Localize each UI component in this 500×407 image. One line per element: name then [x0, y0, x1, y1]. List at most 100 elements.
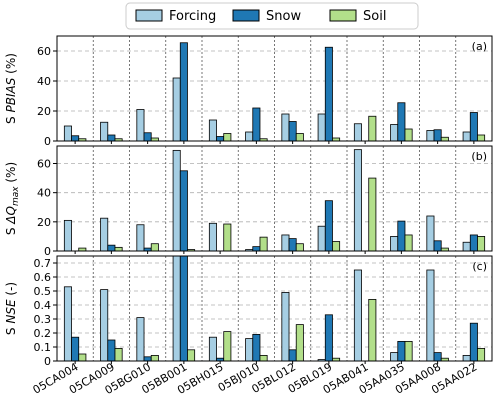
- y-tick-label: 60: [37, 158, 51, 171]
- legend-label-snow: Snow: [266, 9, 301, 24]
- bar-forcing: [245, 131, 254, 142]
- y-tick-label: 20: [37, 216, 51, 229]
- bar-snow: [107, 339, 116, 362]
- bar-snow: [252, 246, 261, 252]
- bar-snow: [71, 135, 80, 142]
- bar-forcing: [208, 336, 217, 362]
- bar-soil: [295, 133, 304, 142]
- bar-soil: [150, 243, 159, 252]
- bar-forcing: [281, 234, 290, 252]
- bar-soil: [295, 324, 304, 362]
- y-tick-label: 0.7: [34, 257, 52, 270]
- y-axis-label: S ΔQmax (%): [4, 162, 21, 235]
- bar-soil: [114, 246, 123, 252]
- y-tick-label: 60: [37, 45, 51, 58]
- bar-soil: [223, 331, 232, 362]
- bar-forcing: [390, 236, 399, 252]
- legend-swatch-forcing: [135, 9, 163, 22]
- bar-forcing: [281, 291, 290, 362]
- bar-soil: [404, 128, 413, 142]
- bar-forcing: [136, 317, 145, 362]
- bar-forcing: [63, 219, 72, 252]
- bar-snow: [216, 136, 225, 142]
- bar-snow: [288, 238, 297, 252]
- bar-snow: [252, 107, 261, 142]
- y-tick-label: 0: [44, 355, 51, 368]
- y-axis-label: S PBIAS (%): [4, 53, 18, 124]
- bar-forcing: [426, 130, 435, 142]
- bar-snow: [469, 112, 478, 142]
- panel-tag: (b): [471, 150, 487, 163]
- bar-forcing: [426, 215, 435, 252]
- y-axis-label: S NSE (-): [4, 282, 18, 335]
- bar-forcing: [390, 352, 399, 362]
- y-tick-label: 0.5: [34, 285, 52, 298]
- bar-forcing: [172, 149, 181, 252]
- bar-soil: [368, 177, 377, 252]
- panel-frame: [56, 255, 493, 362]
- y-tick-label: 0.4: [34, 299, 52, 312]
- y-tick-label: 40: [37, 187, 51, 200]
- bar-snow: [179, 170, 188, 252]
- panel-a: 0 20 40 60 (a) S PBIAS (%): [4, 35, 493, 148]
- bar-snow: [469, 322, 478, 362]
- bar-soil: [368, 115, 377, 142]
- bar-soil: [477, 134, 486, 142]
- bar-forcing: [390, 124, 399, 142]
- bar-forcing: [462, 354, 471, 362]
- bar-soil: [404, 340, 413, 362]
- bar-snow: [324, 46, 333, 142]
- bar-snow: [179, 42, 188, 142]
- bar-soil: [223, 133, 232, 142]
- legend-swatch-snow: [232, 9, 260, 22]
- bar-snow: [397, 340, 406, 362]
- bar-soil: [114, 347, 123, 362]
- bar-forcing: [462, 241, 471, 252]
- bar-snow: [324, 200, 333, 252]
- bar-forcing: [317, 225, 326, 252]
- bar-soil: [259, 236, 268, 252]
- bar-snow: [433, 352, 442, 362]
- y-tick-label: 0: [44, 245, 51, 258]
- panel-tag: (c): [472, 260, 487, 273]
- bar-soil: [78, 353, 87, 362]
- legend: Forcing Snow Soil: [125, 2, 419, 30]
- bar-forcing: [317, 113, 326, 142]
- bar-forcing: [426, 269, 435, 362]
- panel-c: 00.10.20.30.40.50.60.7 (c) S NSE (-): [4, 255, 493, 368]
- bar-forcing: [100, 217, 109, 252]
- legend-label-forcing: Forcing: [169, 9, 216, 24]
- bar-forcing: [281, 113, 290, 142]
- bar-forcing: [136, 109, 145, 142]
- panel-frame: [56, 35, 493, 142]
- bar-soil: [295, 243, 304, 252]
- bar-snow: [433, 240, 442, 252]
- bar-soil: [150, 354, 159, 362]
- y-tick-label: 20: [37, 105, 51, 118]
- bar-forcing: [100, 289, 109, 362]
- bar-soil: [368, 298, 377, 362]
- bar-snow: [397, 220, 406, 252]
- bar-snow: [107, 244, 116, 252]
- panel-b: 0 20 40 60 (b) S ΔQmax (%): [4, 145, 493, 258]
- bar-forcing: [63, 125, 72, 142]
- y-tick-label: 0.2: [34, 327, 52, 340]
- bar-forcing: [208, 222, 217, 252]
- bar-forcing: [172, 77, 181, 142]
- y-tick-label: 0.3: [34, 313, 52, 326]
- y-tick-label: 0.1: [34, 341, 52, 354]
- bar-forcing: [353, 269, 362, 362]
- bar-snow: [324, 314, 333, 362]
- bar-forcing: [208, 119, 217, 142]
- bar-snow: [288, 349, 297, 362]
- bar-forcing: [172, 255, 181, 362]
- bar-snow: [179, 255, 188, 362]
- bar-soil: [259, 354, 268, 362]
- legend-swatch-soil: [329, 9, 357, 22]
- bar-forcing: [63, 286, 72, 362]
- bar-soil: [404, 234, 413, 252]
- panel-tag: (a): [472, 40, 487, 53]
- bar-snow: [143, 132, 152, 142]
- bar-snow: [71, 336, 80, 362]
